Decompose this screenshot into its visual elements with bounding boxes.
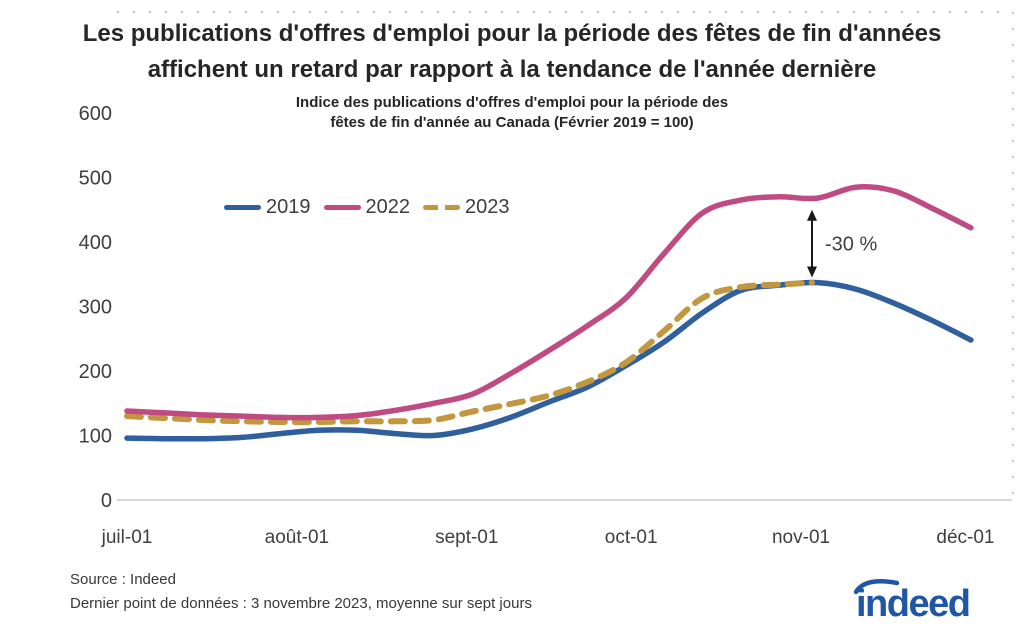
legend-swatch-2022 xyxy=(323,205,361,210)
footer-notes: Source : Indeed Dernier point de données… xyxy=(70,568,532,616)
annotation-arrow-head-down xyxy=(807,266,817,278)
y-tick-label: 200 xyxy=(79,361,112,383)
legend-label-2019: 2019 xyxy=(266,196,311,218)
x-tick-label: déc-01 xyxy=(936,527,994,548)
y-tick-label: 300 xyxy=(79,297,112,319)
indeed-logo-text: indeed xyxy=(856,583,971,625)
chart-subtitle-line2: fêtes de fin d'année au Canada (Février … xyxy=(330,114,694,131)
chart-legend: 2019 2022 2023 xyxy=(224,196,510,219)
x-tick-label: août-01 xyxy=(265,527,329,548)
annotation-arrow-head-up xyxy=(807,209,817,221)
indeed-logo: indeed xyxy=(853,579,1006,625)
x-tick-label: oct-01 xyxy=(605,527,658,548)
annotation-label: -30 % xyxy=(825,234,877,256)
legend-swatch-2019 xyxy=(224,205,261,210)
y-tick-label: 100 xyxy=(79,426,112,448)
line-2023 xyxy=(124,279,815,426)
legend-item-2023: 2023 xyxy=(423,196,510,219)
line-2019 xyxy=(124,279,974,442)
y-tick-label: 600 xyxy=(79,103,112,125)
x-tick-label: nov-01 xyxy=(772,527,830,548)
source-note: Source : Indeed xyxy=(70,571,176,588)
y-tick-label: 400 xyxy=(79,232,112,254)
x-tick-label: sept-01 xyxy=(435,527,498,548)
legend-item-2019: 2019 xyxy=(224,196,311,219)
legend-item-2022: 2022 xyxy=(323,196,411,219)
y-tick-label: 500 xyxy=(79,168,112,190)
legend-label-2022: 2022 xyxy=(365,196,411,218)
y-tick-label: 0 xyxy=(101,490,112,512)
line-2022 xyxy=(124,184,974,421)
legend-swatch-2023 xyxy=(423,205,460,210)
chart-title-line1: Les publications d'offres d'emploi pour … xyxy=(82,20,942,47)
chart-title-line2: affichent un retard par rapport à la ten… xyxy=(147,56,877,83)
last-datapoint-note: Dernier point de données : 3 novembre 20… xyxy=(70,595,532,612)
legend-label-2023: 2023 xyxy=(465,196,510,218)
title-block: Les publications d'offres d'emploi pour … xyxy=(0,16,1024,133)
indeed-swoosh-icon xyxy=(853,579,900,595)
x-tick-label: juil-01 xyxy=(101,527,153,548)
chart-subtitle-line1: Indice des publications d'offres d'emplo… xyxy=(295,94,729,111)
